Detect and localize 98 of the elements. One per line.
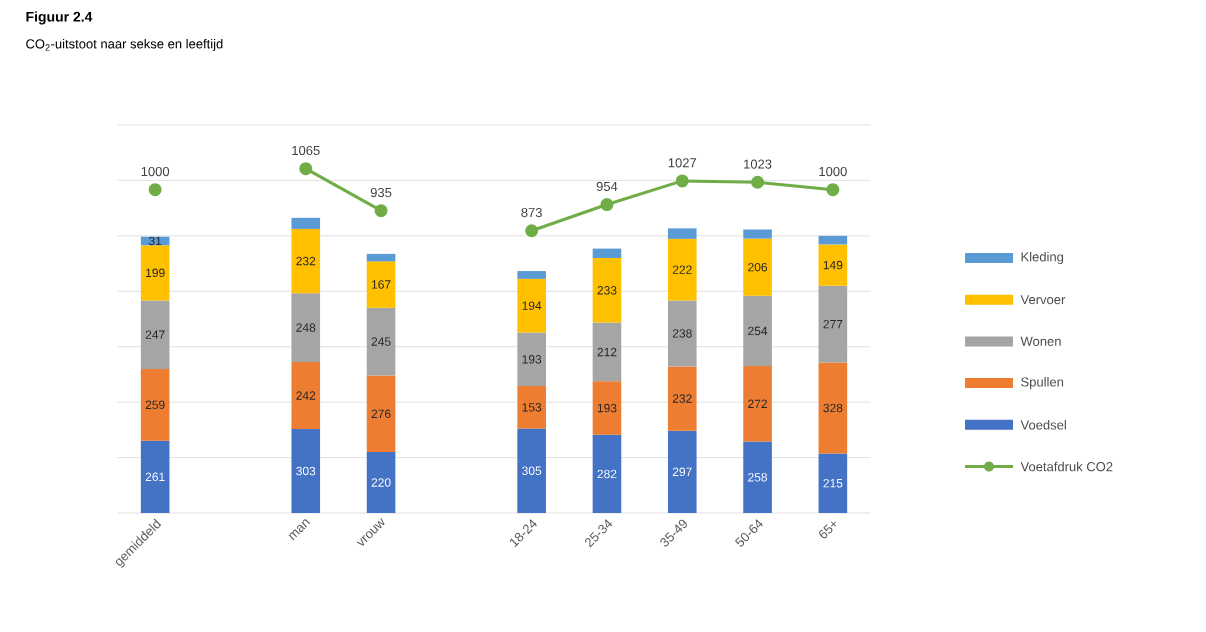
data-label: 242 xyxy=(296,391,316,400)
data-label: 233 xyxy=(597,286,617,295)
bar xyxy=(667,430,697,513)
bar xyxy=(140,368,170,441)
bar xyxy=(592,434,622,513)
data-label: 305 xyxy=(522,466,542,475)
x-tick-label: 65+ xyxy=(819,521,837,539)
data-label: 258 xyxy=(748,473,768,482)
point xyxy=(299,162,313,176)
bar xyxy=(818,244,848,286)
point xyxy=(148,183,162,197)
bar xyxy=(517,278,546,333)
bar xyxy=(140,300,170,369)
point xyxy=(600,198,614,212)
bar xyxy=(592,322,622,382)
chart-title: Figuur 2.4 xyxy=(26,11,93,25)
data-label: 215 xyxy=(823,478,843,488)
bar xyxy=(592,381,622,435)
point xyxy=(374,204,388,218)
bar xyxy=(743,366,772,442)
data-label: 328 xyxy=(823,403,843,413)
data-label: 212 xyxy=(597,347,617,357)
legend-label: Spullen xyxy=(1021,377,1064,390)
bar xyxy=(140,245,170,301)
data-label: 954 xyxy=(596,181,618,192)
data-label: 206 xyxy=(748,262,768,272)
data-label: 232 xyxy=(296,256,316,266)
data-label: 247 xyxy=(145,330,165,339)
data-label: 259 xyxy=(145,400,165,410)
bar xyxy=(517,386,546,429)
data-label: 232 xyxy=(672,394,692,403)
bar xyxy=(667,238,697,301)
bar xyxy=(291,217,321,229)
data-label: 1000 xyxy=(819,166,847,177)
bar xyxy=(517,271,546,279)
data-label: 238 xyxy=(672,329,692,338)
data-label: 149 xyxy=(823,260,843,270)
bar xyxy=(667,366,697,431)
data-label: 297 xyxy=(672,467,692,477)
bar xyxy=(667,228,697,239)
legend-label: Voedsel xyxy=(1020,420,1066,430)
bar xyxy=(140,440,170,513)
data-label: 199 xyxy=(146,268,165,278)
legend-label: Voetafdruk CO2 xyxy=(1020,461,1113,472)
bar xyxy=(743,238,772,296)
data-label: 282 xyxy=(597,469,617,479)
data-label: 272 xyxy=(748,399,767,408)
bar xyxy=(818,362,848,454)
data-label: 935 xyxy=(370,187,392,198)
bar xyxy=(818,453,848,513)
data-label: 873 xyxy=(521,208,542,218)
data-label: 303 xyxy=(296,466,316,476)
data-label: 1065 xyxy=(292,145,320,156)
data-label: 276 xyxy=(371,409,391,419)
bar xyxy=(366,307,396,376)
data-label: 1000 xyxy=(141,166,170,177)
data-label: 153 xyxy=(522,403,542,412)
legend-label: Wonen xyxy=(1020,336,1061,346)
point xyxy=(675,174,689,188)
legend-label: Vervoer xyxy=(1020,295,1066,305)
point xyxy=(826,183,840,197)
data-label: 193 xyxy=(597,403,617,413)
bar xyxy=(291,228,321,294)
data-label: 31 xyxy=(148,236,162,246)
legend-label: Kleding xyxy=(1021,251,1064,265)
bar xyxy=(291,361,321,430)
data-label: 193 xyxy=(522,355,542,364)
bar xyxy=(592,258,622,323)
data-label: 1023 xyxy=(744,159,772,169)
bar xyxy=(517,332,546,387)
data-label: 220 xyxy=(371,478,391,487)
data-label: 167 xyxy=(371,280,391,289)
bar xyxy=(517,428,546,513)
bar xyxy=(291,429,321,513)
data-label: 222 xyxy=(672,265,692,274)
bar xyxy=(291,293,321,362)
chart-subtitle: CO$_{2}$-uitstoot naar sekse en leeftijd xyxy=(26,38,223,52)
bar xyxy=(818,285,848,363)
point xyxy=(525,224,539,238)
bar xyxy=(743,441,772,513)
data-label: 1027 xyxy=(668,158,697,168)
bar xyxy=(818,235,848,245)
data-label: 254 xyxy=(748,326,768,336)
data-label: 248 xyxy=(296,323,316,332)
bar xyxy=(592,248,622,259)
data-label: 261 xyxy=(145,472,165,482)
bar xyxy=(366,261,396,308)
bar xyxy=(366,375,396,453)
bar xyxy=(743,229,772,239)
bar xyxy=(366,452,396,513)
x-tick-label: man xyxy=(288,519,311,541)
bar xyxy=(743,295,772,367)
bar xyxy=(667,300,697,367)
point xyxy=(751,175,765,189)
data-label: 194 xyxy=(522,301,542,310)
data-label: 277 xyxy=(823,319,843,329)
bar xyxy=(366,253,396,262)
data-label: 245 xyxy=(371,337,391,346)
